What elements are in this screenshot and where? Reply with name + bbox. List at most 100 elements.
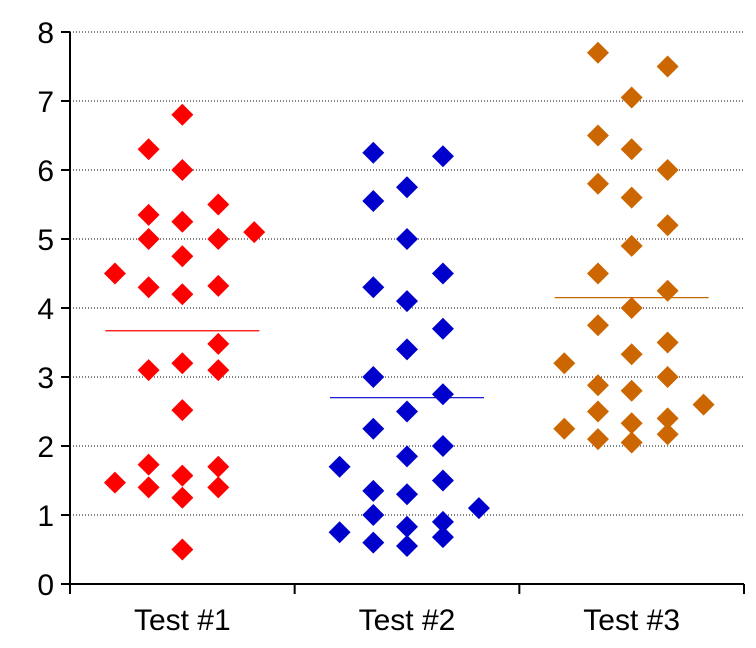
data-point	[586, 124, 609, 147]
data-point	[207, 476, 230, 499]
axes	[61, 31, 745, 594]
data-point	[656, 423, 679, 446]
data-point	[137, 228, 160, 250]
data-point	[431, 469, 454, 492]
data-point	[137, 453, 160, 476]
data-point	[586, 172, 609, 195]
data-point	[396, 445, 418, 468]
x-tick-label: Test #3	[583, 604, 680, 637]
data-point	[171, 352, 194, 375]
data-point	[103, 262, 126, 285]
data-point	[328, 455, 351, 478]
data-point	[362, 141, 385, 164]
y-tick-label: 3	[37, 362, 54, 395]
data-point	[656, 55, 679, 78]
data-points	[103, 41, 715, 561]
data-point	[620, 86, 643, 109]
data-point	[431, 435, 454, 457]
data-point	[171, 283, 194, 306]
data-point	[586, 262, 609, 285]
data-point	[137, 276, 160, 299]
data-point	[137, 138, 160, 161]
data-point	[103, 471, 126, 494]
data-point	[171, 210, 194, 233]
data-point	[207, 193, 230, 216]
data-point	[396, 338, 418, 361]
data-point	[467, 497, 490, 520]
data-point	[431, 145, 454, 168]
data-point	[137, 359, 160, 382]
data-point	[620, 138, 643, 161]
data-point	[431, 262, 454, 285]
y-tick-label: 0	[37, 569, 54, 602]
y-tick-label: 2	[37, 431, 54, 464]
data-point	[362, 276, 385, 299]
data-point	[396, 290, 418, 313]
data-point	[171, 159, 194, 181]
data-point	[586, 374, 609, 397]
data-point	[586, 41, 609, 64]
data-point	[207, 359, 230, 382]
data-point	[431, 383, 454, 406]
data-point	[171, 245, 194, 268]
y-tick-label: 5	[37, 224, 54, 257]
data-point	[243, 221, 266, 244]
data-point	[362, 366, 385, 388]
data-point	[586, 400, 609, 423]
data-point	[328, 521, 351, 544]
data-point	[396, 535, 418, 558]
data-point	[620, 297, 643, 319]
data-point	[137, 203, 160, 226]
y-tick-label: 4	[37, 293, 54, 326]
data-point	[396, 176, 418, 199]
data-point	[431, 317, 454, 340]
data-point	[137, 476, 160, 499]
data-point	[362, 479, 385, 502]
data-point	[207, 274, 230, 297]
y-tick-label: 8	[37, 17, 54, 50]
data-point	[656, 366, 679, 388]
data-point	[586, 314, 609, 337]
grid-lines	[70, 31, 744, 516]
data-point	[396, 483, 418, 506]
data-point	[620, 234, 643, 257]
data-point	[396, 228, 418, 250]
y-tick-label: 6	[37, 155, 54, 188]
data-point	[171, 538, 194, 561]
data-point	[656, 159, 679, 181]
data-point	[656, 214, 679, 237]
x-tick-label: Test #2	[359, 604, 456, 637]
data-point	[171, 399, 194, 422]
y-tick-label: 7	[37, 86, 54, 119]
data-point	[586, 428, 609, 451]
data-point	[620, 186, 643, 209]
data-point	[656, 407, 679, 430]
y-tick-label: 1	[37, 500, 54, 533]
data-point	[396, 515, 418, 538]
data-point	[620, 431, 643, 454]
data-point	[171, 486, 194, 509]
x-tick-label: Test #1	[134, 604, 231, 637]
tick-labels: 0 1 2 3 4 5 6 7 8 Test #1 Test #2 Test #3	[37, 17, 680, 637]
data-point	[207, 228, 230, 250]
data-point	[553, 417, 576, 440]
data-point	[553, 352, 576, 375]
data-point	[620, 379, 643, 402]
data-point	[692, 393, 715, 416]
data-point	[431, 526, 454, 549]
data-point	[362, 504, 385, 526]
data-point	[171, 103, 194, 126]
data-point	[362, 531, 385, 554]
data-point	[620, 343, 643, 366]
data-point	[171, 464, 194, 487]
data-point	[656, 331, 679, 354]
data-point	[431, 510, 454, 533]
data-point	[620, 412, 643, 435]
data-point	[207, 332, 230, 355]
data-point	[656, 279, 679, 302]
data-point	[207, 455, 230, 478]
data-point	[362, 417, 385, 440]
data-point	[362, 190, 385, 213]
data-point	[396, 400, 418, 423]
